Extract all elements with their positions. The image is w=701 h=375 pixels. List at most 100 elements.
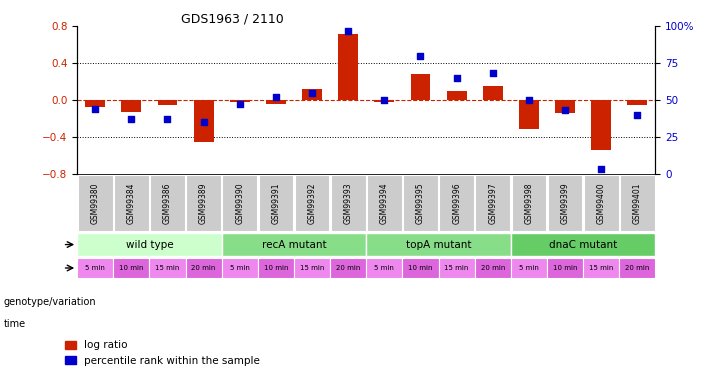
Text: GSM99395: GSM99395 (416, 182, 425, 224)
Text: GSM99390: GSM99390 (236, 182, 244, 224)
FancyBboxPatch shape (511, 234, 655, 256)
Bar (193, 100, 214, 142)
Point (234, 101, 245, 107)
Text: 15 min: 15 min (589, 265, 613, 271)
Bar (519, 100, 539, 129)
Point (125, 116, 137, 122)
Bar (483, 86, 503, 100)
FancyBboxPatch shape (222, 258, 258, 279)
Point (559, 107, 571, 113)
Bar (302, 89, 322, 100)
Text: genotype/variation: genotype/variation (4, 297, 96, 307)
Legend: log ratio, percentile rank within the sample: log ratio, percentile rank within the sa… (61, 336, 264, 370)
Point (306, 90, 318, 96)
FancyBboxPatch shape (330, 258, 367, 279)
FancyBboxPatch shape (511, 258, 547, 279)
Text: wild type: wild type (125, 240, 173, 249)
Text: 20 min: 20 min (336, 265, 360, 271)
Text: 20 min: 20 min (191, 265, 216, 271)
Text: 20 min: 20 min (481, 265, 505, 271)
FancyBboxPatch shape (367, 175, 402, 231)
FancyBboxPatch shape (294, 258, 330, 279)
FancyBboxPatch shape (186, 258, 222, 279)
FancyBboxPatch shape (149, 258, 186, 279)
Bar (86, 100, 105, 107)
FancyBboxPatch shape (186, 175, 221, 231)
FancyBboxPatch shape (547, 258, 583, 279)
FancyBboxPatch shape (78, 175, 113, 231)
FancyBboxPatch shape (77, 234, 222, 256)
Text: 15 min: 15 min (156, 265, 179, 271)
Point (162, 116, 173, 122)
Text: GSM99384: GSM99384 (127, 182, 136, 224)
FancyBboxPatch shape (475, 175, 510, 231)
FancyBboxPatch shape (619, 258, 655, 279)
Bar (158, 100, 177, 105)
Text: 15 min: 15 min (444, 265, 469, 271)
Text: 10 min: 10 min (119, 265, 144, 271)
Text: recA mutant: recA mutant (261, 240, 326, 249)
FancyBboxPatch shape (403, 175, 438, 231)
Text: GSM99389: GSM99389 (199, 182, 208, 224)
Bar (230, 100, 250, 102)
FancyBboxPatch shape (440, 175, 474, 231)
FancyBboxPatch shape (475, 258, 511, 279)
Text: GSM99386: GSM99386 (163, 182, 172, 224)
FancyBboxPatch shape (77, 258, 114, 279)
FancyBboxPatch shape (294, 175, 329, 231)
Text: GSM99396: GSM99396 (452, 182, 461, 224)
Point (90, 106, 101, 112)
FancyBboxPatch shape (512, 175, 546, 231)
Text: GSM99392: GSM99392 (308, 182, 317, 224)
Text: 5 min: 5 min (519, 265, 539, 271)
Text: 5 min: 5 min (374, 265, 394, 271)
Bar (555, 100, 575, 113)
Text: GSM99400: GSM99400 (597, 182, 606, 224)
Text: GSM99393: GSM99393 (343, 182, 353, 224)
Bar (121, 100, 142, 112)
FancyBboxPatch shape (620, 175, 655, 231)
Text: 10 min: 10 min (408, 265, 433, 271)
Point (415, 53, 426, 59)
Text: GSM99394: GSM99394 (380, 182, 389, 224)
FancyBboxPatch shape (367, 258, 402, 279)
Bar (266, 100, 286, 104)
FancyBboxPatch shape (114, 175, 149, 231)
Text: GSM99397: GSM99397 (489, 182, 497, 224)
FancyBboxPatch shape (114, 258, 149, 279)
Point (632, 112, 643, 118)
Text: 20 min: 20 min (625, 265, 650, 271)
Point (524, 97, 535, 103)
Text: GSM99380: GSM99380 (90, 182, 100, 224)
FancyBboxPatch shape (222, 234, 367, 256)
Text: 15 min: 15 min (300, 265, 325, 271)
Point (271, 94, 282, 100)
Text: GSM99391: GSM99391 (271, 182, 280, 224)
Bar (339, 34, 358, 100)
Point (451, 75, 462, 81)
Text: 10 min: 10 min (264, 265, 288, 271)
Bar (591, 100, 611, 150)
Text: GDS1963 / 2110: GDS1963 / 2110 (181, 12, 284, 25)
FancyBboxPatch shape (259, 175, 293, 231)
Text: GSM99401: GSM99401 (633, 182, 642, 224)
FancyBboxPatch shape (439, 258, 475, 279)
Text: dnaC mutant: dnaC mutant (549, 240, 618, 249)
Text: 10 min: 10 min (553, 265, 578, 271)
Point (487, 70, 498, 76)
FancyBboxPatch shape (258, 258, 294, 279)
Bar (627, 100, 647, 105)
FancyBboxPatch shape (583, 258, 619, 279)
Text: GSM99399: GSM99399 (561, 182, 570, 224)
Bar (447, 91, 467, 100)
FancyBboxPatch shape (331, 175, 365, 231)
FancyBboxPatch shape (584, 175, 618, 231)
Text: topA mutant: topA mutant (406, 240, 471, 249)
Point (379, 97, 390, 103)
Bar (411, 74, 430, 100)
Point (198, 119, 209, 125)
FancyBboxPatch shape (402, 258, 439, 279)
FancyBboxPatch shape (150, 175, 185, 231)
Text: GSM99398: GSM99398 (524, 182, 533, 224)
Bar (374, 100, 394, 102)
